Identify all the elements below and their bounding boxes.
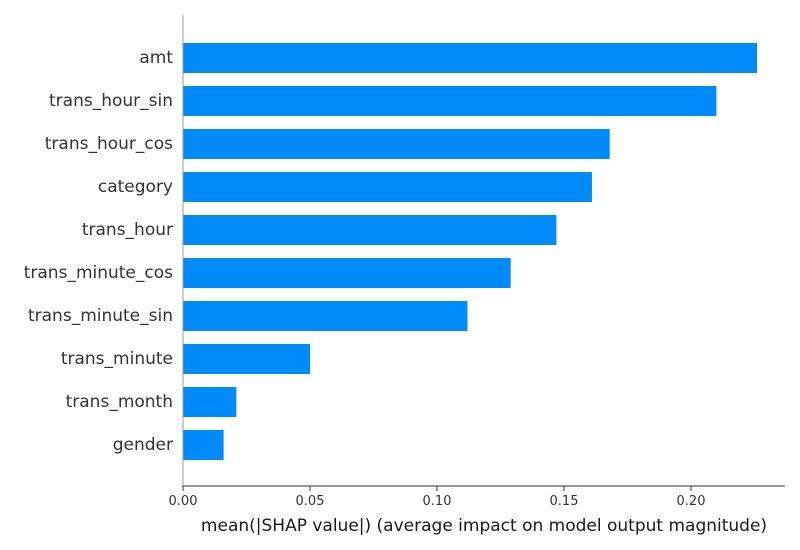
category-label-trans_month: trans_month — [66, 392, 173, 412]
bar-trans_hour — [183, 215, 557, 245]
category-label-amt: amt — [139, 48, 173, 68]
category-label-gender: gender — [113, 435, 173, 455]
bar-trans_hour_cos — [183, 129, 610, 159]
bar-trans_minute_cos — [183, 258, 511, 288]
category-label-trans_hour: trans_hour — [82, 220, 173, 240]
bar-trans_minute — [183, 344, 311, 374]
category-label-trans_hour_sin: trans_hour_sin — [49, 91, 173, 111]
category-labels: amt trans_hour_sin trans_hour_cos category t… — [24, 48, 174, 455]
bar-amt — [183, 43, 758, 73]
category-label-trans_minute_sin: trans_minute_sin — [28, 306, 173, 326]
bar-trans_minute_sin — [183, 301, 468, 331]
bar-gender — [183, 430, 224, 460]
x-axis-ticks: 0.00 0.05 0.10 0.15 0.20 — [169, 486, 706, 509]
category-label-category: category — [98, 177, 173, 197]
x-tick-label: 0.20 — [677, 494, 706, 509]
bars-group — [183, 43, 758, 460]
category-label-trans_hour_cos: trans_hour_cos — [45, 134, 173, 154]
x-tick-label: 0.00 — [169, 494, 198, 509]
bar-trans_hour_sin — [183, 86, 717, 116]
x-tick-label: 0.05 — [296, 494, 325, 509]
category-label-trans_minute: trans_minute — [61, 349, 173, 369]
bar-category — [183, 172, 592, 202]
x-tick-label: 0.15 — [550, 494, 579, 509]
bar-trans_month — [183, 387, 237, 417]
category-label-trans_minute_cos: trans_minute_cos — [24, 263, 173, 283]
x-axis-title: mean(|SHAP value|) (average impact on mo… — [201, 516, 767, 536]
x-tick-label: 0.10 — [423, 494, 452, 509]
